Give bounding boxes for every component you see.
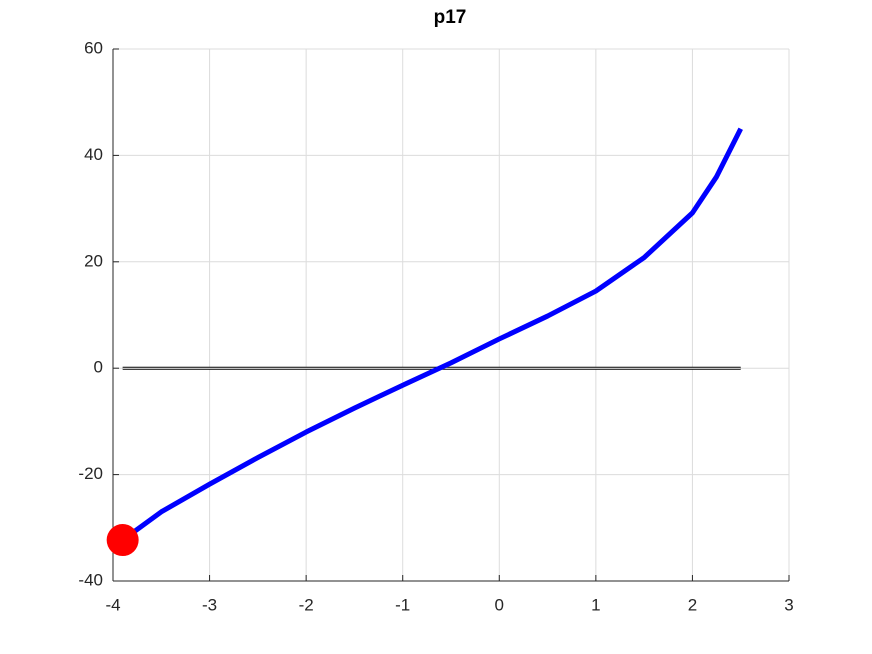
y-tick-label: 20	[84, 251, 103, 270]
x-tick-label: -2	[299, 595, 314, 614]
x-tick-label: 1	[591, 595, 600, 614]
x-tick-label: 2	[688, 595, 697, 614]
x-tick-label: -1	[395, 595, 410, 614]
chart-title: p17	[434, 7, 467, 28]
x-tick-label: 0	[495, 595, 504, 614]
y-tick-label: -20	[78, 464, 103, 483]
x-tick-label: -4	[105, 595, 120, 614]
y-tick-label: -40	[78, 570, 103, 589]
y-tick-label: 0	[94, 358, 103, 377]
x-tick-label: -3	[202, 595, 217, 614]
point-marker	[106, 524, 139, 557]
y-tick-label: 40	[84, 145, 103, 164]
y-tick-label: 60	[84, 38, 103, 57]
series-line	[121, 127, 743, 543]
x-tick-label: 3	[784, 595, 793, 614]
